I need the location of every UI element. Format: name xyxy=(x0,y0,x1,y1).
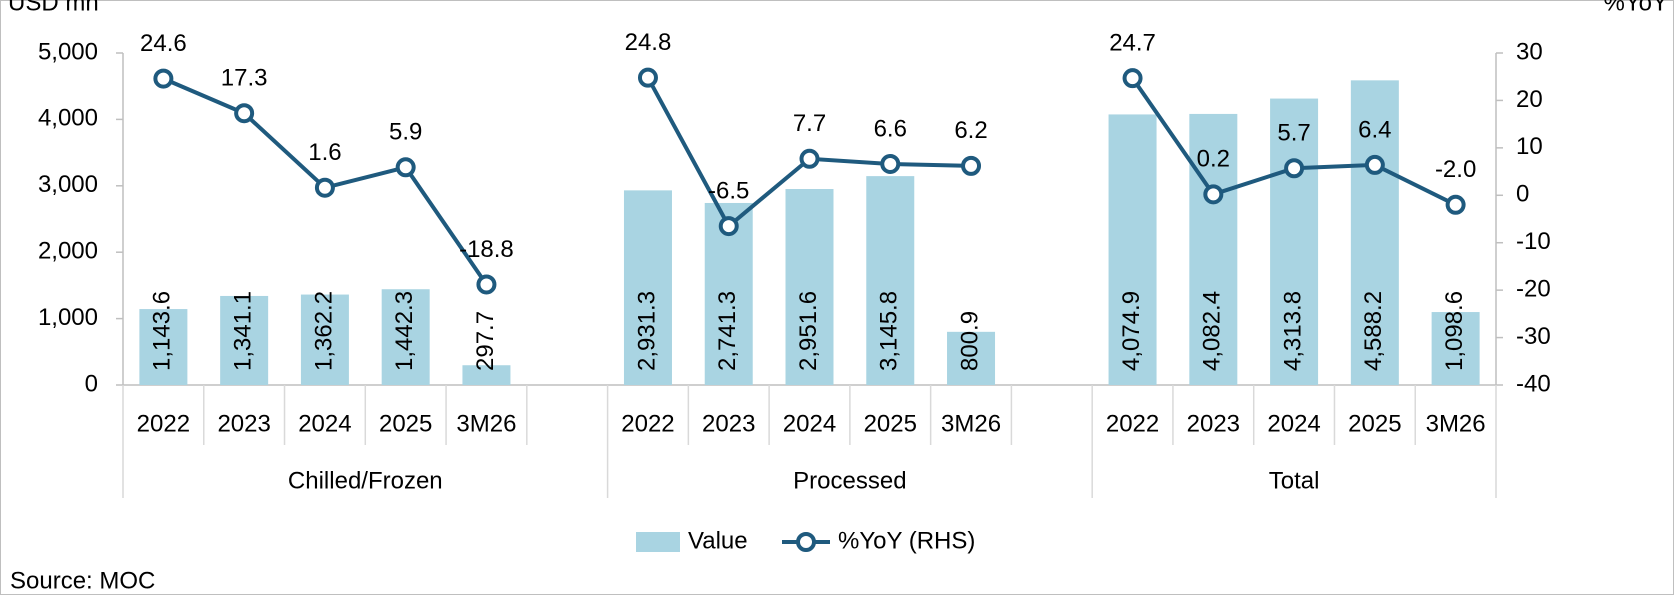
line-value-label: -6.5 xyxy=(708,177,749,204)
line-marker xyxy=(1122,68,1143,89)
y2-tick-label: 30 xyxy=(1516,38,1543,65)
y-tick-label: 2,000 xyxy=(38,238,98,265)
y2-tick-label: -40 xyxy=(1516,370,1551,397)
bar-value-label: 4,588.2 xyxy=(1360,291,1387,371)
bar xyxy=(866,176,915,385)
line-value-label: -18.8 xyxy=(459,236,514,263)
legend-label: Value xyxy=(688,527,748,554)
bar-value-label: 2,951.6 xyxy=(795,291,822,371)
x-tick-label: 2022 xyxy=(621,410,674,437)
x-tick-label: 3M26 xyxy=(941,410,1001,437)
bar xyxy=(381,289,430,385)
bar-value-label: 2,741.3 xyxy=(714,291,741,371)
bar-value-label: 297.7 xyxy=(472,311,499,371)
x-tick-label: 2025 xyxy=(379,410,432,437)
y-tick-label: 0 xyxy=(85,370,98,397)
y-tick-label: 4,000 xyxy=(38,105,98,132)
x-tick-label: 3M26 xyxy=(456,410,516,437)
bar xyxy=(1108,114,1157,386)
line-marker xyxy=(314,177,335,198)
bar-value-label: 1,341.1 xyxy=(229,291,256,371)
y2-tick-label: -10 xyxy=(1516,228,1551,255)
bar-value-label: 1,098.6 xyxy=(1441,291,1468,371)
y2-tick-label: -30 xyxy=(1516,323,1551,350)
bar xyxy=(139,309,188,385)
bar-value-label: 4,074.9 xyxy=(1118,291,1145,371)
line-value-label: 24.6 xyxy=(140,30,187,57)
x-tick-label: 2024 xyxy=(298,410,351,437)
line-marker xyxy=(234,103,255,124)
line-value-label: 5.9 xyxy=(389,119,422,146)
y2-tick-label: -20 xyxy=(1516,275,1551,302)
x-tick-label: 2025 xyxy=(864,410,917,437)
x-tick-label: 2023 xyxy=(217,410,270,437)
bar xyxy=(462,365,511,385)
line-marker xyxy=(637,67,658,88)
y2-tick-label: 20 xyxy=(1516,86,1543,113)
bar xyxy=(300,294,349,385)
bar-value-label: 2,931.3 xyxy=(633,291,660,371)
x-tick-label: 2022 xyxy=(137,410,190,437)
bar-value-label: 800.9 xyxy=(956,311,983,371)
line-marker xyxy=(718,216,739,237)
y-tick-label: 5,000 xyxy=(38,38,98,65)
line-marker xyxy=(153,68,174,89)
bar-value-label: 4,313.8 xyxy=(1279,291,1306,371)
line-marker xyxy=(1284,158,1305,179)
x-tick-label: 2022 xyxy=(1106,410,1159,437)
line-marker xyxy=(799,148,820,169)
line-value-label: 24.7 xyxy=(1109,29,1156,56)
y-axis-label: USD mn xyxy=(8,0,99,16)
bar xyxy=(1270,98,1319,385)
group-label: Total xyxy=(1269,467,1320,494)
line-value-label: -2.0 xyxy=(1435,156,1476,183)
y-tick-label: 1,000 xyxy=(38,304,98,331)
x-tick-label: 2023 xyxy=(1187,410,1240,437)
group-label: Processed xyxy=(793,467,906,494)
line-value-label: 6.2 xyxy=(954,117,987,144)
x-tick-label: 2025 xyxy=(1348,410,1401,437)
line-value-label: 17.3 xyxy=(221,65,268,92)
line-marker xyxy=(1364,154,1385,175)
x-tick-label: 2024 xyxy=(783,410,836,437)
bar-value-label: 4,082.4 xyxy=(1199,291,1226,371)
line-value-label: 6.4 xyxy=(1358,116,1391,143)
line-value-label: 1.6 xyxy=(308,139,341,166)
x-tick-label: 3M26 xyxy=(1426,410,1486,437)
bar xyxy=(785,189,834,385)
bar-value-label: 1,362.2 xyxy=(310,291,337,371)
line-value-label: 5.7 xyxy=(1277,120,1310,147)
bar xyxy=(220,295,269,385)
y2-axis-label: %YoY xyxy=(1604,0,1669,16)
x-tick-label: 2024 xyxy=(1267,410,1320,437)
y2-tick-label: 0 xyxy=(1516,181,1529,208)
line-value-label: 6.6 xyxy=(874,115,907,142)
line-marker xyxy=(476,274,497,295)
line-marker xyxy=(1203,184,1224,205)
y2-tick-label: 10 xyxy=(1516,133,1543,160)
legend-label: %YoY (RHS) xyxy=(838,527,975,554)
bar xyxy=(1350,80,1399,386)
line-marker xyxy=(880,153,901,174)
x-tick-label: 2023 xyxy=(702,410,755,437)
bar-value-label: 1,442.3 xyxy=(391,291,418,371)
line-value-label: 24.8 xyxy=(625,29,672,56)
y-tick-label: 3,000 xyxy=(38,171,98,198)
line-marker xyxy=(1445,194,1466,215)
group-label: Chilled/Frozen xyxy=(288,467,443,494)
line-marker xyxy=(961,155,982,176)
line-value-label: 7.7 xyxy=(793,110,826,137)
bar xyxy=(947,331,996,385)
legend-marker xyxy=(796,532,816,552)
bar-value-label: 3,145.8 xyxy=(876,291,903,371)
bar xyxy=(1189,113,1238,385)
legend-swatch xyxy=(636,532,680,552)
bar xyxy=(623,190,672,385)
line-value-label: 0.2 xyxy=(1197,146,1230,173)
bar xyxy=(1431,312,1480,385)
source: Source: MOC xyxy=(10,567,155,594)
bar-value-label: 1,143.6 xyxy=(149,291,176,371)
line-marker xyxy=(395,157,416,178)
